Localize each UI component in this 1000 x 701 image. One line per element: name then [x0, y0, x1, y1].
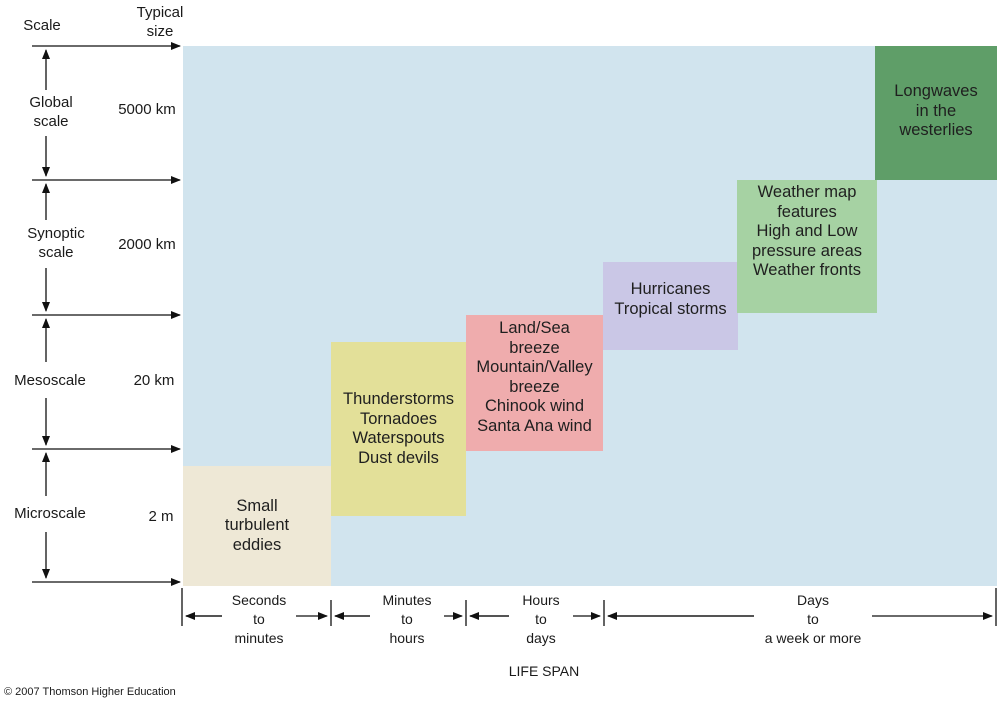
microscale-label: Microscale [4, 504, 96, 523]
microscale-size-label: 2 m [148, 508, 174, 525]
lifespan-days-to-week: Days to a week or more [754, 591, 872, 648]
typical-size-header: Typical size [136, 4, 184, 40]
lifespan-seconds-to-minutes: Seconds to minutes [222, 591, 296, 648]
local-winds-box: Land/Sea breeze Mountain/Valley breeze C… [466, 315, 603, 451]
mesoscale-storms-box: Thunderstorms Tornadoes Waterspouts Dust… [331, 342, 466, 516]
longwaves-box: Longwaves in the westerlies [875, 46, 997, 180]
global-size-label: 5000 km [118, 101, 176, 118]
copyright-notice: © 2007 Thomson Higher Education [4, 686, 176, 698]
scale-header: Scale [23, 17, 61, 34]
mesoscale-label: Mesoscale [4, 371, 96, 390]
lifespan-minutes-to-hours: Minutes to hours [370, 591, 444, 648]
weather-map-features-box: Weather map features High and Low pressu… [737, 180, 877, 313]
hurricanes-box: Hurricanes Tropical storms [603, 262, 738, 350]
synoptic-scale-label: Synoptic scale [14, 224, 98, 262]
lifespan-hours-to-days: Hours to days [509, 591, 573, 648]
microscale-phenomena-box: Small turbulent eddies [183, 466, 331, 586]
synoptic-size-label: 2000 km [118, 236, 176, 253]
global-scale-label: Global scale [14, 93, 88, 131]
lifespan-axis-label: LIFE SPAN [508, 663, 580, 679]
mesoscale-size-label: 20 km [133, 372, 175, 389]
